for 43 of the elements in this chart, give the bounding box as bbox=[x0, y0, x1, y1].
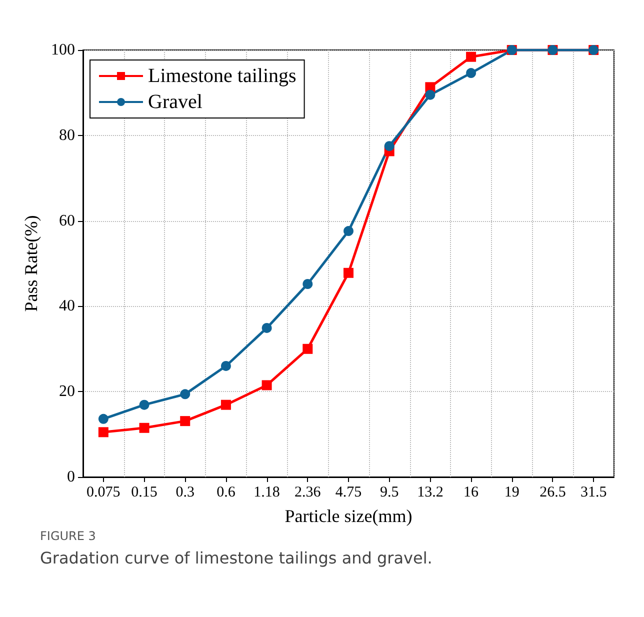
point bbox=[180, 416, 190, 426]
point bbox=[220, 360, 231, 371]
legend-label: Limestone tailings bbox=[148, 65, 297, 87]
x-tick-label: 0.6 bbox=[216, 484, 236, 500]
point bbox=[262, 322, 272, 333]
legend-label: Gravel bbox=[148, 91, 203, 113]
x-tick-label: 0.3 bbox=[176, 484, 194, 500]
x-axis-title: Particle size(mm) bbox=[284, 506, 412, 526]
point bbox=[302, 279, 313, 289]
x-tick-label: 13.2 bbox=[417, 484, 444, 500]
y-tick-label: 20 bbox=[59, 383, 75, 400]
x-tick-label: 19 bbox=[504, 484, 520, 500]
x-tick-label: 31.5 bbox=[580, 484, 607, 500]
x-tick-label: 0.15 bbox=[131, 484, 158, 500]
point bbox=[98, 427, 108, 438]
y-axis-title: Pass Rate(%) bbox=[21, 215, 42, 312]
x-tick-label: 2.36 bbox=[294, 484, 322, 500]
x-tick-label: 9.5 bbox=[380, 484, 399, 500]
x-tick-label: 0.075 bbox=[86, 484, 120, 500]
y-tick-label: 80 bbox=[59, 126, 75, 144]
point bbox=[466, 52, 476, 62]
y-tick-label: 60 bbox=[59, 212, 75, 230]
x-tick-label: 16 bbox=[464, 484, 480, 500]
x-tick-label: 4.75 bbox=[335, 484, 362, 500]
point bbox=[425, 90, 436, 100]
point bbox=[344, 268, 354, 278]
point bbox=[302, 344, 313, 354]
point bbox=[262, 380, 272, 390]
point bbox=[384, 141, 394, 152]
caption: FIGURE 3 bbox=[40, 529, 96, 543]
point bbox=[180, 389, 190, 400]
x-tick-label: 1.18 bbox=[254, 484, 280, 500]
text: Gradation curve of limestone tailings and gravel. bbox=[40, 548, 432, 568]
point bbox=[344, 226, 354, 236]
y-tick-label: 40 bbox=[59, 298, 75, 315]
y-tick-label: 100 bbox=[51, 42, 75, 58]
point bbox=[98, 414, 108, 424]
y-tick-label: 0 bbox=[67, 468, 75, 486]
x-tick-label: 26.5 bbox=[540, 484, 566, 500]
point bbox=[466, 68, 476, 78]
point bbox=[139, 422, 150, 433]
point bbox=[220, 400, 231, 410]
point bbox=[139, 400, 150, 410]
